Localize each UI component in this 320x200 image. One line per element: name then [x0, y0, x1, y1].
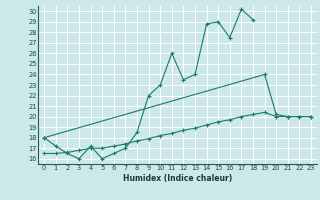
X-axis label: Humidex (Indice chaleur): Humidex (Indice chaleur): [123, 174, 232, 183]
